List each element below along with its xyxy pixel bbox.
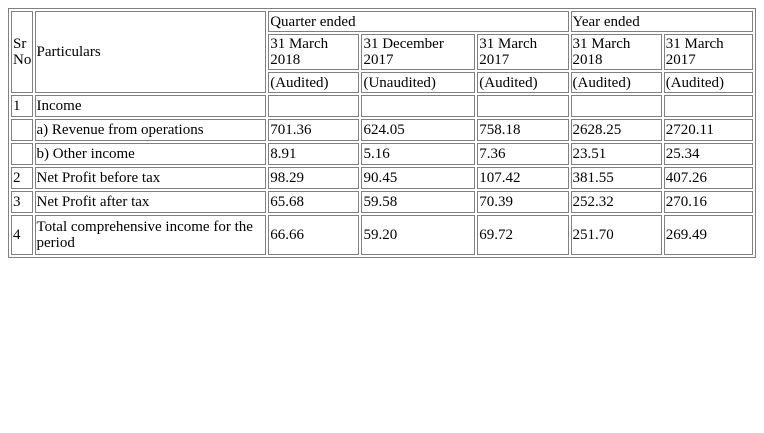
header-date-day-month: 31 March <box>270 36 329 52</box>
row-particulars: a) Revenue from operations <box>34 119 267 141</box>
header-date-year: 2017 <box>665 52 696 68</box>
row-particulars: Net Profit before tax <box>34 167 267 189</box>
header-date-cell: 31 March 2017 <box>477 34 569 70</box>
header-date-year: 2017 <box>479 52 510 68</box>
table-row: 4 Total comprehensive income for the per… <box>11 215 753 255</box>
header-row-period-group: Sr No Particulars Quarter ended Year end… <box>11 11 753 93</box>
row-value: 252.32 <box>570 191 662 213</box>
table-row: a) Revenue from operations 701.36 624.05… <box>11 119 753 141</box>
row-sr-no <box>11 119 33 141</box>
header-date-cell: 31 March 2017 <box>663 34 753 70</box>
table-row: 3 Net Profit after tax 65.68 59.58 70.39… <box>11 191 753 213</box>
row-sr-no: 4 <box>11 215 33 255</box>
financial-results-table: Sr No Particulars Quarter ended Year end… <box>8 8 756 258</box>
row-particulars: Total comprehensive income for the perio… <box>34 215 267 255</box>
row-value <box>570 95 662 117</box>
header-sr-no-line2: No <box>13 52 32 68</box>
row-value: 65.68 <box>268 191 360 213</box>
row-sr-no: 2 <box>11 167 33 189</box>
row-value: 270.16 <box>663 191 753 213</box>
row-value: 5.16 <box>361 143 476 165</box>
header-sr-no-line1: Sr <box>13 36 27 52</box>
header-date-year: 2017 <box>363 52 394 68</box>
row-value: 66.66 <box>268 215 360 255</box>
row-value: 107.42 <box>477 167 569 189</box>
row-value <box>477 95 569 117</box>
row-value: 251.70 <box>570 215 662 255</box>
header-year-ended: Year ended <box>570 11 753 32</box>
row-value: 69.72 <box>477 215 569 255</box>
header-date-cell: 31 March 2018 <box>570 34 662 70</box>
row-particulars: Income <box>34 95 267 117</box>
header-date-day-month: 31 March <box>665 36 724 52</box>
row-value: 25.34 <box>663 143 753 165</box>
header-row-dates: 31 March 2018 31 December 2017 31 March 201… <box>11 34 753 70</box>
header-audit-status: (Audited) <box>570 72 662 93</box>
header-audit-status: (Audited) <box>477 72 569 93</box>
row-value: 2720.11 <box>663 119 753 141</box>
row-value: 624.05 <box>361 119 476 141</box>
row-value: 70.39 <box>477 191 569 213</box>
table-row: 2 Net Profit before tax 98.29 90.45 107.… <box>11 167 753 189</box>
header-date-year: 2018 <box>572 52 603 68</box>
header-audit-status: (Audited) <box>663 72 753 93</box>
row-sr-no: 1 <box>11 95 33 117</box>
row-value: 59.20 <box>361 215 476 255</box>
header-date-cell: 31 March 2018 <box>268 34 360 70</box>
row-sr-no <box>11 143 33 165</box>
header-particulars: Particulars <box>34 11 267 93</box>
row-value: 59.58 <box>361 191 476 213</box>
row-value: 701.36 <box>268 119 360 141</box>
header-date-year: 2018 <box>270 52 301 68</box>
header-date-day-month: 31 December <box>363 36 444 52</box>
header-audit-status: (Unaudited) <box>361 72 476 93</box>
table-row: 1 Income <box>11 95 753 117</box>
header-audit-status: (Audited) <box>268 72 360 93</box>
row-value: 8.91 <box>268 143 360 165</box>
row-particulars: b) Other income <box>34 143 267 165</box>
header-row-audit-status: (Audited) (Unaudited) (Audited) (Audited… <box>11 72 753 93</box>
header-date-day-month: 31 March <box>572 36 631 52</box>
row-value: 2628.25 <box>570 119 662 141</box>
header-quarter-ended: Quarter ended <box>268 11 569 32</box>
header-date-cell: 31 December 2017 <box>361 34 476 70</box>
table-row: b) Other income 8.91 5.16 7.36 23.51 25.… <box>11 143 753 165</box>
row-value: 758.18 <box>477 119 569 141</box>
row-value <box>361 95 476 117</box>
header-date-day-month: 31 March <box>479 36 538 52</box>
row-sr-no: 3 <box>11 191 33 213</box>
row-particulars: Net Profit after tax <box>34 191 267 213</box>
row-value: 269.49 <box>663 215 753 255</box>
row-value: 381.55 <box>570 167 662 189</box>
row-value <box>663 95 753 117</box>
row-value: 23.51 <box>570 143 662 165</box>
row-value: 407.26 <box>663 167 753 189</box>
row-value: 98.29 <box>268 167 360 189</box>
row-value <box>268 95 360 117</box>
header-sr-no: Sr No <box>11 11 33 93</box>
row-value: 7.36 <box>477 143 569 165</box>
row-value: 90.45 <box>361 167 476 189</box>
